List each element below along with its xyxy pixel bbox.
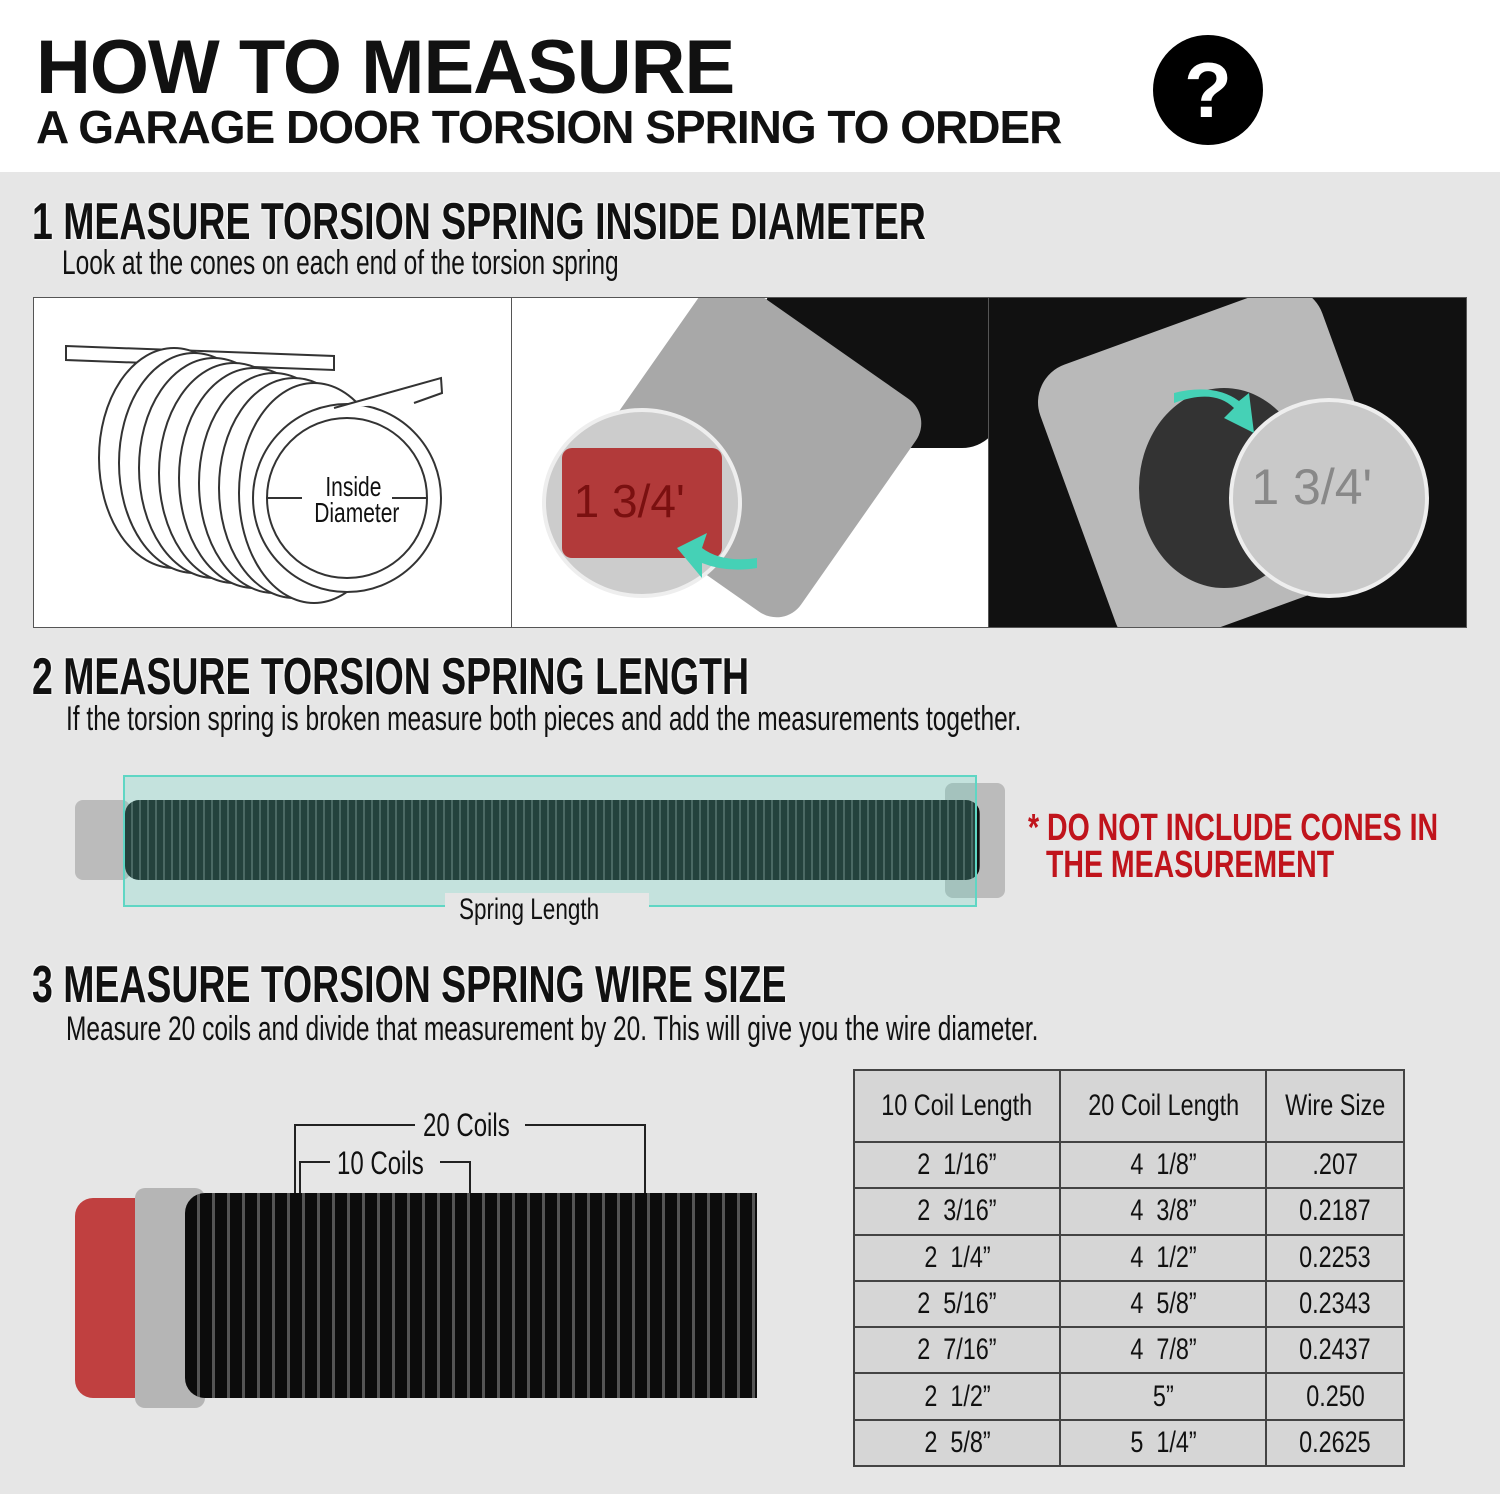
cone-size-label-2: 1 3/4'	[1251, 459, 1373, 515]
table-cell: 5 1/4”	[1059, 1418, 1268, 1468]
table-cell: 0.2437	[1265, 1326, 1405, 1375]
ten-coils-label: 10 Coils	[337, 1145, 424, 1181]
question-icon: ?	[1153, 35, 1263, 145]
spring-length-label: Spring Length	[459, 893, 600, 926]
col-header: 10 Coil Length	[852, 1069, 1062, 1143]
step2-heading: 2 MEASURE TORSION SPRING LENGTH	[32, 648, 749, 706]
table-cell: 0.2187	[1265, 1187, 1405, 1236]
page-subtitle: A GARAGE DOOR TORSION SPRING TO ORDER	[36, 101, 1062, 153]
spring-length-image	[75, 775, 1005, 907]
inside-label: Inside	[325, 471, 382, 502]
step3-subtext: Measure 20 coils and divide that measure…	[66, 1010, 1039, 1048]
diameter-label: Diameter	[314, 497, 400, 528]
page-title: HOW TO MEASURE	[36, 25, 735, 110]
table-cell: 4 5/8”	[1059, 1279, 1268, 1329]
arrow-icon	[1174, 389, 1255, 433]
table-row: 2 1/16” 4 1/8” .207	[852, 1140, 1405, 1190]
table-cell: 2 1/2”	[852, 1372, 1062, 1421]
table-cell: 2 1/16”	[852, 1140, 1062, 1190]
cone-photo-silver: 1 3/4'	[989, 298, 1467, 627]
table-row: 2 1/2” 5” 0.250	[852, 1372, 1405, 1421]
table-row: 2 5/16” 4 5/8” 0.2343	[852, 1279, 1405, 1329]
cone-size-label: 1 3/4'	[573, 475, 685, 527]
step1-subtext: Look at the cones on each end of the tor…	[62, 244, 619, 282]
table-cell: 4 1/2”	[1059, 1233, 1268, 1282]
table-cell: 2 3/16”	[852, 1187, 1062, 1236]
table-header-row: 10 Coil Length 20 Coil Length Wire Size	[852, 1069, 1405, 1143]
table-cell: 5”	[1059, 1372, 1268, 1421]
arrow-icon	[676, 533, 757, 578]
cones-note: * DO NOT INCLUDE CONES IN THE MEASUREMENT	[1028, 807, 1439, 886]
table-row: 2 3/16” 4 3/8” 0.2187	[852, 1187, 1405, 1236]
table-cell: 2 5/8”	[852, 1418, 1062, 1468]
step2-subtext: If the torsion spring is broken measure …	[66, 700, 1022, 738]
spring-diagram: Inside Diameter	[34, 298, 512, 627]
table-row: 2 7/16” 4 7/8” 0.2437	[852, 1326, 1405, 1375]
table-cell: 2 7/16”	[852, 1326, 1062, 1375]
cone-photo-red: 1 3/4'	[511, 298, 990, 627]
table-cell: 0.2343	[1265, 1279, 1405, 1329]
table-cell: 0.2625	[1265, 1418, 1405, 1468]
table-cell: 4 1/8”	[1059, 1140, 1268, 1190]
table-cell: .207	[1265, 1140, 1405, 1190]
table-row: 2 5/8” 5 1/4” 0.2625	[852, 1418, 1405, 1468]
table-cell: 0.250	[1265, 1372, 1405, 1421]
table-cell: 0.2253	[1265, 1233, 1405, 1282]
table-cell: 4 3/8”	[1059, 1187, 1268, 1236]
step1-heading: 1 MEASURE TORSION SPRING INSIDE DIAMETER	[32, 193, 926, 251]
coil-brackets	[294, 1124, 646, 1198]
col-header: 20 Coil Length	[1059, 1069, 1268, 1143]
table-cell: 2 5/16”	[852, 1279, 1062, 1329]
wire-size-spring-image	[75, 1188, 757, 1408]
wire-size-table: 10 Coil Length 20 Coil Length Wire Size …	[852, 1069, 1405, 1468]
step3-heading: 3 MEASURE TORSION SPRING WIRE SIZE	[32, 956, 787, 1014]
coil-diagram-icon	[65, 344, 444, 604]
table-cell: 2 1/4”	[852, 1233, 1062, 1282]
twenty-coils-label: 20 Coils	[423, 1107, 510, 1143]
table-row: 2 1/4” 4 1/2” 0.2253	[852, 1233, 1405, 1282]
table-cell: 4 7/8”	[1059, 1326, 1268, 1375]
note-line-2: THE MEASUREMENT	[1046, 844, 1335, 886]
col-header: Wire Size	[1265, 1069, 1405, 1143]
note-line-1: * DO NOT INCLUDE CONES IN	[1028, 807, 1439, 849]
inside-diameter-panel: Inside Diameter 1 3/4' 1 3/4'	[33, 297, 1467, 628]
